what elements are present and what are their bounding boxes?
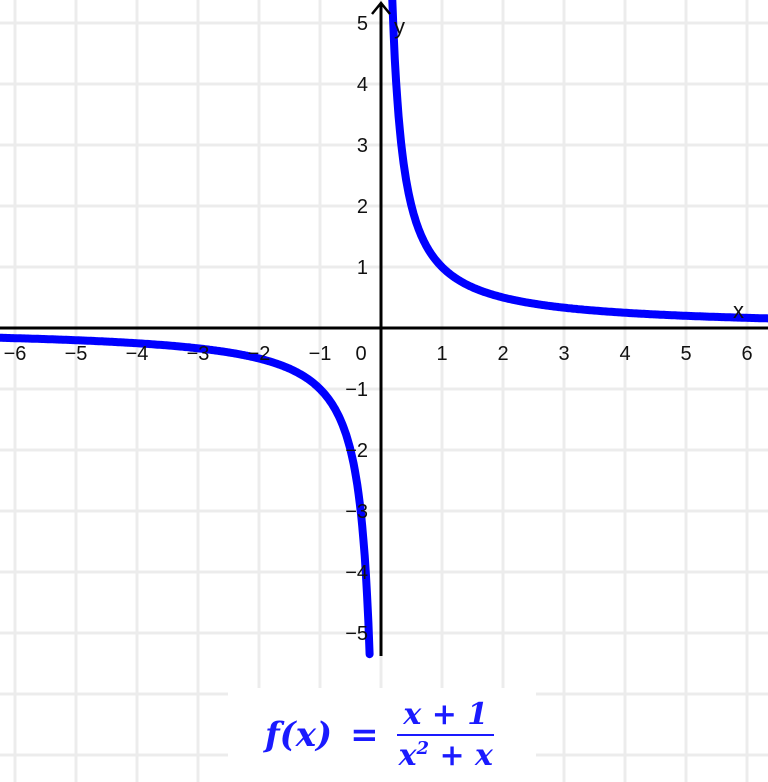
y-tick-label: 1 <box>357 257 368 279</box>
y-tick-label: −4 <box>345 562 368 584</box>
formula-numerator: x + 1 <box>397 697 495 736</box>
x-tick-label: 2 <box>497 343 508 365</box>
x-tick-label: 3 <box>558 343 569 365</box>
x-axis-label: x <box>733 298 744 323</box>
x-tick-label: −3 <box>187 343 210 365</box>
y-tick-label: 3 <box>357 135 368 157</box>
formula-equals: = <box>350 715 379 755</box>
function-curve <box>0 333 374 659</box>
y-axis-label: y <box>394 14 405 39</box>
x-tick-label: −6 <box>4 343 27 365</box>
y-tick-label: 2 <box>357 196 368 218</box>
function-formula: f(x) = x + 1 x2 + x <box>228 688 536 782</box>
x-tick-label: −4 <box>126 343 149 365</box>
x-tick-label: 5 <box>680 343 691 365</box>
x-tick-label: 4 <box>619 343 630 365</box>
den-base: x <box>398 738 417 773</box>
y-tick-label: −3 <box>345 501 368 523</box>
x-tick-label: −1 <box>309 343 332 365</box>
formula-denominator: x2 + x <box>393 736 499 773</box>
y-tick-label: −2 <box>345 440 368 462</box>
y-tick-label: 4 <box>357 74 368 96</box>
y-tick-label: 5 <box>357 13 368 35</box>
axes <box>0 1 768 656</box>
x-tick-label: −5 <box>65 343 88 365</box>
den-exp: 2 <box>416 738 430 759</box>
y-axis-arrow-icon <box>371 1 391 15</box>
y-tick-label: −1 <box>345 379 368 401</box>
x-tick-label: 6 <box>741 343 752 365</box>
y-tick-label: −5 <box>345 623 368 645</box>
function-curve <box>388 0 768 323</box>
x-tick-label: −2 <box>248 343 271 365</box>
formula-lhs: f(x) <box>265 715 333 755</box>
formula-fraction: x + 1 x2 + x <box>393 697 499 773</box>
tick-labels: −6 −5 −4 −3 −2 −1 1 2 3 4 5 6 5 4 3 2 1 −1 −2 −3 −4 −5 <box>4 13 753 645</box>
origin-label: 0 <box>355 343 366 365</box>
den-rest: + x <box>429 738 493 773</box>
curves <box>0 0 768 659</box>
x-tick-label: 1 <box>436 343 447 365</box>
